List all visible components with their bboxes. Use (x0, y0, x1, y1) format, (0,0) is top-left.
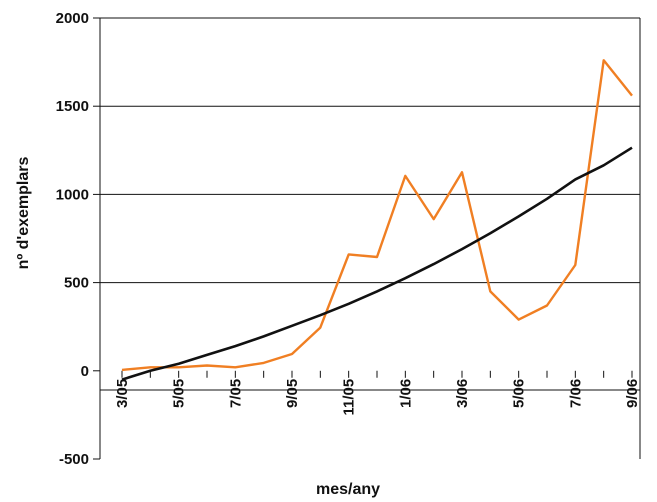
x-tick-label: 9/05 (284, 379, 301, 408)
x-axis-title: mes/any (316, 481, 380, 498)
x-tick-label: 9/06 (624, 379, 641, 408)
series-line (121, 59, 633, 372)
x-tick-label: 5/06 (511, 379, 528, 408)
y-tick-label: 0 (81, 363, 89, 380)
x-tick-label: 3/05 (114, 379, 131, 408)
x-tick-label: 7/05 (227, 379, 244, 408)
y-tick-label: 2000 (56, 10, 89, 27)
x-ticks: 3/05 5/05 7/05 9/05 11/05 1/06 3/06 5/06 7/06 9/0… (114, 370, 641, 416)
y-ticks: -500 0 500 1000 1500 2000 (56, 10, 100, 468)
x-tick-label: 5/05 (171, 379, 188, 408)
y-axis-title: nº d'exemplars (15, 157, 32, 270)
y-tick-label: 500 (64, 275, 89, 292)
x-tick-label: 11/05 (341, 379, 358, 416)
y-tick-label: 1500 (56, 98, 89, 115)
y-tick-label: 1000 (56, 186, 89, 203)
x-tick-label: 3/06 (454, 379, 471, 408)
axes (99, 18, 641, 459)
x-tick-label: 1/06 (397, 379, 414, 408)
trendline (121, 146, 633, 381)
x-tick-label: 7/06 (567, 379, 584, 408)
y-tick-label: -500 (59, 451, 89, 468)
gridlines (100, 17, 640, 284)
series (121, 59, 633, 381)
